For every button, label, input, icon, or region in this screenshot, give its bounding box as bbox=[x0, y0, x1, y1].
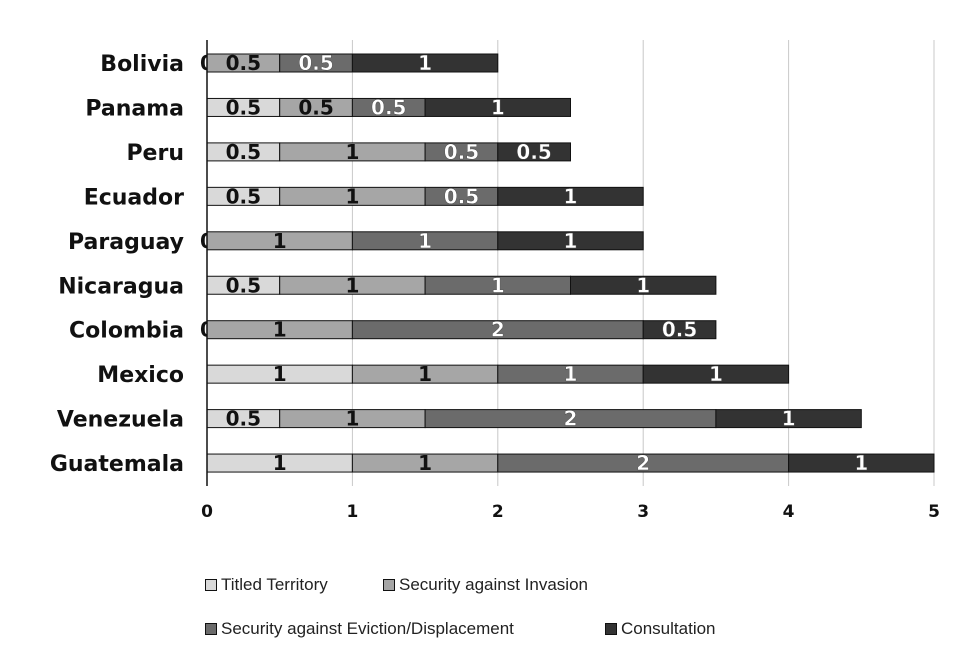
category-label: Ecuador bbox=[84, 185, 184, 210]
data-label: 1 bbox=[564, 184, 578, 208]
data-label: 1 bbox=[636, 273, 650, 297]
data-label: 0.5 bbox=[444, 140, 479, 164]
data-label: 0.5 bbox=[226, 140, 261, 164]
data-label: 1 bbox=[418, 51, 432, 75]
data-label: 1 bbox=[564, 229, 578, 253]
data-label: 0.5 bbox=[444, 184, 479, 208]
bar-segment bbox=[715, 409, 862, 429]
data-label: 0.5 bbox=[516, 140, 551, 164]
category-label: Nicaragua bbox=[58, 274, 184, 299]
data-label: 2 bbox=[636, 451, 650, 475]
data-label: 2 bbox=[564, 407, 578, 431]
data-label: 0.5 bbox=[298, 51, 333, 75]
x-tick-labels: 0 1 2 3 4 5 bbox=[201, 502, 940, 522]
data-label: 0.5 bbox=[226, 184, 261, 208]
bar-segment bbox=[642, 320, 717, 340]
data-label: 0.5 bbox=[371, 95, 406, 119]
data-label: 1 bbox=[782, 407, 796, 431]
x-tick-label: 1 bbox=[346, 502, 358, 522]
data-label: 1 bbox=[564, 362, 578, 386]
data-label: 1 bbox=[854, 451, 868, 475]
x-tick-label: 5 bbox=[928, 502, 940, 522]
bar-segment bbox=[424, 97, 571, 117]
x-tick-label: 4 bbox=[783, 502, 795, 522]
x-tick-label: 0 bbox=[201, 502, 213, 522]
bar-segment bbox=[788, 453, 935, 473]
category-label: Panama bbox=[85, 96, 184, 121]
data-label: 1 bbox=[345, 273, 359, 297]
bar-segment bbox=[497, 186, 644, 206]
data-label: 1 bbox=[418, 362, 432, 386]
data-label: 0.5 bbox=[662, 318, 697, 342]
data-label: 1 bbox=[418, 451, 432, 475]
category-label: Bolivia bbox=[100, 52, 184, 77]
data-label: 1 bbox=[418, 229, 432, 253]
data-label: 1 bbox=[491, 95, 505, 119]
category-label: Guatemala bbox=[50, 452, 184, 477]
bar-segment bbox=[351, 53, 499, 73]
data-label: 1 bbox=[345, 407, 359, 431]
category-label: Peru bbox=[126, 141, 184, 166]
bar-segment bbox=[570, 275, 717, 295]
data-label: 1 bbox=[345, 184, 359, 208]
data-label: 0.5 bbox=[226, 273, 261, 297]
data-label: 2 bbox=[491, 318, 505, 342]
data-label: 1 bbox=[273, 229, 287, 253]
data-label: 0.5 bbox=[226, 407, 261, 431]
x-tick-label: 3 bbox=[637, 502, 649, 522]
data-label: 0.5 bbox=[226, 95, 261, 119]
category-label: Mexico bbox=[97, 363, 184, 388]
bars: 00.50.510.50.50.510.510.50.50.510.510111… bbox=[200, 51, 935, 475]
data-label: 1 bbox=[273, 318, 287, 342]
bar-segment bbox=[642, 364, 790, 384]
category-label: Colombia bbox=[69, 319, 184, 344]
x-tick-label: 2 bbox=[492, 502, 504, 522]
data-label: 1 bbox=[273, 451, 287, 475]
category-label: Paraguay bbox=[68, 230, 184, 255]
data-label: 1 bbox=[491, 273, 505, 297]
data-label: 0.5 bbox=[226, 51, 261, 75]
data-label: 1 bbox=[273, 362, 287, 386]
bar-segment bbox=[497, 142, 571, 162]
data-label: 1 bbox=[709, 362, 723, 386]
data-label: 1 bbox=[345, 140, 359, 164]
bar-segment bbox=[497, 231, 644, 251]
category-labels: Bolivia Panama Peru Ecuador Paraguay Nicaragu… bbox=[50, 52, 184, 477]
category-label: Venezuela bbox=[57, 408, 184, 433]
data-label: 0.5 bbox=[298, 95, 333, 119]
